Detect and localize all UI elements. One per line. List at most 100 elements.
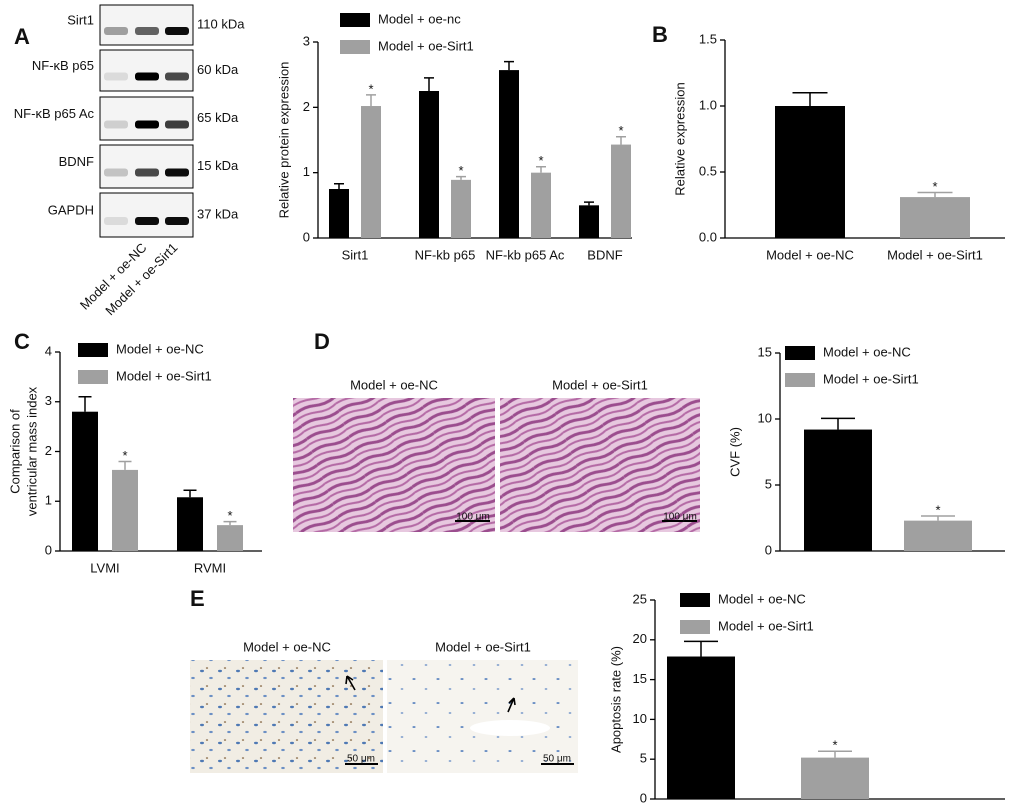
legend-swatch xyxy=(340,40,370,54)
size-label: 60 kDa xyxy=(197,62,239,77)
error-bar xyxy=(792,92,828,106)
error-bar xyxy=(424,77,434,91)
scale-label: 100 μm xyxy=(456,512,490,523)
size-label: 65 kDa xyxy=(197,110,239,125)
y-tick-label: 25 xyxy=(633,591,647,606)
protein-label: Sirt1 xyxy=(67,12,94,27)
blot-band xyxy=(104,72,128,81)
protein-label: NF-κB p65 Ac xyxy=(14,106,95,121)
micrographs: Model + oe-NC Model + oe-Sirt1 100 μm 10… xyxy=(190,377,700,773)
y-tick-label: 0 xyxy=(640,790,647,805)
significance-mark: * xyxy=(458,163,463,178)
legend-swatch xyxy=(680,620,710,634)
blot-band xyxy=(104,120,128,129)
y-tick-label: 0 xyxy=(45,542,52,557)
blot-frame xyxy=(99,144,194,189)
legend-swatch xyxy=(680,593,710,607)
micrograph-label: Model + oe-NC xyxy=(350,377,438,392)
y-axis-label: Relative protein expression xyxy=(276,62,291,219)
blot-band xyxy=(104,27,128,35)
y-tick-label: 15 xyxy=(633,671,647,686)
scale-label: 100 μm xyxy=(663,512,697,523)
bar xyxy=(112,469,138,551)
y-tick-label: 20 xyxy=(633,631,647,646)
y-tick-label: 0 xyxy=(765,542,772,557)
significance-mark: * xyxy=(932,179,937,194)
chart: 0 5 10 15 CVF (%) Model + oe-NC * Model + oe-Si… xyxy=(727,344,1005,557)
y-axis-label: CVF (%) xyxy=(727,427,742,477)
bar xyxy=(801,757,869,799)
y-tick-label: 5 xyxy=(765,476,772,491)
chart: 0 5 10 15 20 25 Apoptosis rate (%) Model + oe-N… xyxy=(608,591,1005,805)
bar xyxy=(804,429,872,551)
legend-label: Model + oe-NC xyxy=(116,341,204,356)
bar xyxy=(579,205,599,238)
bar xyxy=(361,106,381,238)
size-label: 37 kDa xyxy=(197,206,239,221)
error-bar xyxy=(584,201,594,206)
error-bar xyxy=(456,175,466,180)
error-bar xyxy=(616,135,626,145)
blot-frame xyxy=(99,4,194,46)
protein-label: NF-κB p65 xyxy=(32,58,94,73)
error-bar xyxy=(223,520,237,526)
error-bar xyxy=(821,417,855,430)
bar xyxy=(72,411,98,551)
y-tick-label: 1.5 xyxy=(699,31,717,46)
bar xyxy=(451,179,471,238)
error-bar xyxy=(118,460,132,470)
x-tick-label: Model + oe-NC xyxy=(766,247,854,262)
bar xyxy=(611,144,631,238)
panel-label: D xyxy=(314,329,330,354)
error-bar xyxy=(684,640,718,657)
y-tick-label: 2 xyxy=(303,99,310,114)
blot-band xyxy=(135,217,159,225)
error-bar xyxy=(818,750,852,758)
micrograph-label: Model + oe-Sirt1 xyxy=(435,639,531,654)
y-axis-label: ventricular mass index xyxy=(24,386,39,516)
y-tick-label: 10 xyxy=(633,711,647,726)
vessel xyxy=(470,720,550,736)
protein-label: BDNF xyxy=(59,154,94,169)
y-tick-label: 4 xyxy=(45,343,52,358)
y-tick-label: 3 xyxy=(45,393,52,408)
blot-band xyxy=(165,27,189,35)
bar xyxy=(419,91,439,238)
error-bar xyxy=(78,396,92,412)
y-tick-label: 0 xyxy=(303,229,310,244)
y-tick-label: 1 xyxy=(303,164,310,179)
significance-mark: * xyxy=(227,508,232,523)
legend-label: Model + oe-NC xyxy=(718,591,806,606)
error-bar xyxy=(504,60,514,71)
bar xyxy=(217,525,243,551)
micrograph xyxy=(293,398,495,532)
panel-label: E xyxy=(190,586,205,611)
blot-band xyxy=(104,217,128,225)
x-tick-label: BDNF xyxy=(587,247,622,262)
x-tick-label: LVMI xyxy=(90,560,119,575)
bar xyxy=(900,197,970,238)
micrograph xyxy=(500,398,700,532)
blot-frame xyxy=(99,49,194,92)
blot-band xyxy=(135,168,159,177)
x-tick-label: NF-kb p65 xyxy=(415,247,476,262)
panel-label: A xyxy=(14,24,30,49)
legend-swatch xyxy=(785,346,815,360)
significance-mark: * xyxy=(368,81,373,96)
x-tick-label: RVMI xyxy=(194,560,226,575)
blot-frame xyxy=(99,192,194,238)
blot-band xyxy=(135,120,159,129)
y-tick-label: 0.0 xyxy=(699,229,717,244)
error-bar xyxy=(334,183,344,189)
significance-mark: * xyxy=(935,502,940,517)
y-tick-label: 1.0 xyxy=(699,97,717,112)
scale-label: 50 μm xyxy=(543,754,571,765)
error-bar xyxy=(917,191,953,198)
blot-band xyxy=(165,72,189,81)
bar xyxy=(177,497,203,551)
significance-mark: * xyxy=(832,738,837,753)
error-bar xyxy=(366,94,376,107)
chart: 0.0 0.5 1.0 1.5 Relative expression Model + o… xyxy=(672,31,1005,262)
x-tick-label: Model + oe-Sirt1 xyxy=(887,247,983,262)
